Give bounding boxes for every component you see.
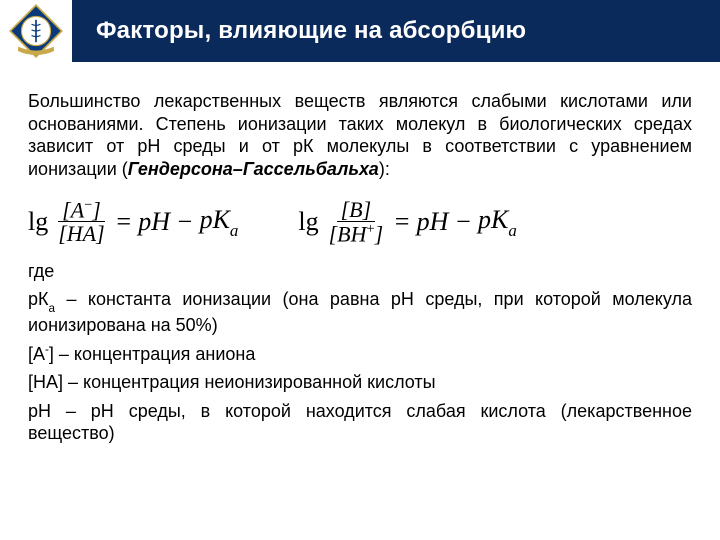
lg-label: lg: [28, 206, 48, 239]
logo-container: [0, 0, 72, 62]
eq-sign: =: [393, 206, 411, 239]
emblem-icon: [6, 3, 66, 59]
eq-sign: =: [115, 206, 133, 239]
minus-sign: −: [176, 206, 194, 239]
def-ha: [НА] – концентрация неионизированной кис…: [28, 371, 692, 394]
fraction-base: [B] [BH+]: [325, 198, 388, 246]
intro-text-after: ):: [379, 159, 390, 179]
pH-term: pH: [417, 206, 449, 239]
acid-numerator: [A−]: [58, 198, 105, 222]
content-area: Большинство лекарственных веществ являют…: [0, 62, 720, 445]
def-gde: где: [28, 260, 692, 283]
intro-paragraph: Большинство лекарственных веществ являют…: [28, 90, 692, 180]
pH-term: pH: [138, 206, 170, 239]
lg-label: lg: [298, 206, 318, 239]
def-pka: рКа – константа ионизации (она равна рН …: [28, 288, 692, 337]
definitions: где рКа – константа ионизации (она равна…: [28, 260, 692, 445]
equations-row: lg [A−] [HA] = pH − pKa lg [B]: [28, 198, 692, 246]
header-bar: Факторы, влияющие на абсорбцию: [0, 0, 720, 62]
page-title: Факторы, влияющие на абсорбцию: [96, 17, 526, 45]
pK-term: pKa: [478, 204, 517, 239]
intro-term: Гендерсона–Гассельбальха: [128, 159, 379, 179]
def-anion: [А-] – концентрация аниона: [28, 343, 692, 366]
equation-acid: lg [A−] [HA] = pH − pKa: [28, 198, 238, 246]
equation-base: lg [B] [BH+] = pH − pKa: [298, 198, 516, 246]
acid-denominator: [HA]: [54, 222, 108, 245]
def-ph: рН – рН среды, в которой находится слаба…: [28, 400, 692, 445]
base-denominator: [BH+]: [325, 222, 388, 245]
minus-sign: −: [454, 206, 472, 239]
pK-term: pKa: [200, 204, 239, 239]
base-numerator: [B]: [337, 198, 376, 222]
fraction-acid: [A−] [HA]: [54, 198, 108, 246]
